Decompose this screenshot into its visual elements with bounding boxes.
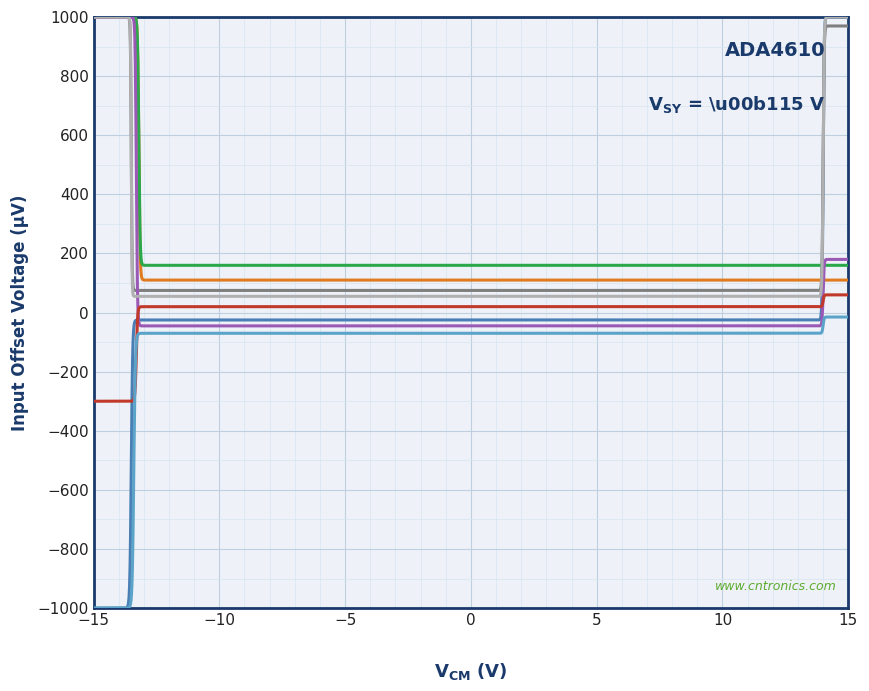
- Text: $\mathbf{V_{SY}}$ = \u00b115 V: $\mathbf{V_{SY}}$ = \u00b115 V: [648, 94, 826, 115]
- Text: www.cntronics.com: www.cntronics.com: [715, 580, 837, 594]
- Text: $\mathbf{V_{CM}}$ (V): $\mathbf{V_{CM}}$ (V): [434, 661, 507, 682]
- Text: ADA4610: ADA4610: [725, 41, 826, 59]
- Y-axis label: Input Offset Voltage (μV): Input Offset Voltage (μV): [11, 194, 29, 430]
